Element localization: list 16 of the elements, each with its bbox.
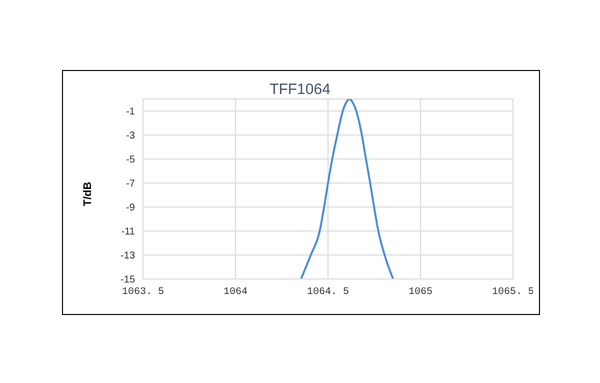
y-tick-label: -5 [126,154,136,166]
y-tick-label: -11 [121,226,136,238]
chart-title: TFF1064 [268,81,332,98]
y-axis-title: T/dB [82,182,94,206]
y-tick-label: -3 [126,130,136,142]
y-tick-label: -7 [126,178,136,190]
y-tick-label: -13 [120,250,136,262]
x-tick-label: 1064. 5 [306,287,350,298]
x-tick-label: 1065 [408,287,433,298]
y-tick-label: -9 [126,202,136,214]
y-tick-label: -15 [120,274,136,286]
y-tick-label: -1 [126,106,136,118]
x-tick-label: 1065. 5 [492,287,534,298]
x-tick-label: 1063. 5 [122,287,164,298]
x-tick-label: 1064 [223,287,248,298]
line-series [300,99,394,279]
